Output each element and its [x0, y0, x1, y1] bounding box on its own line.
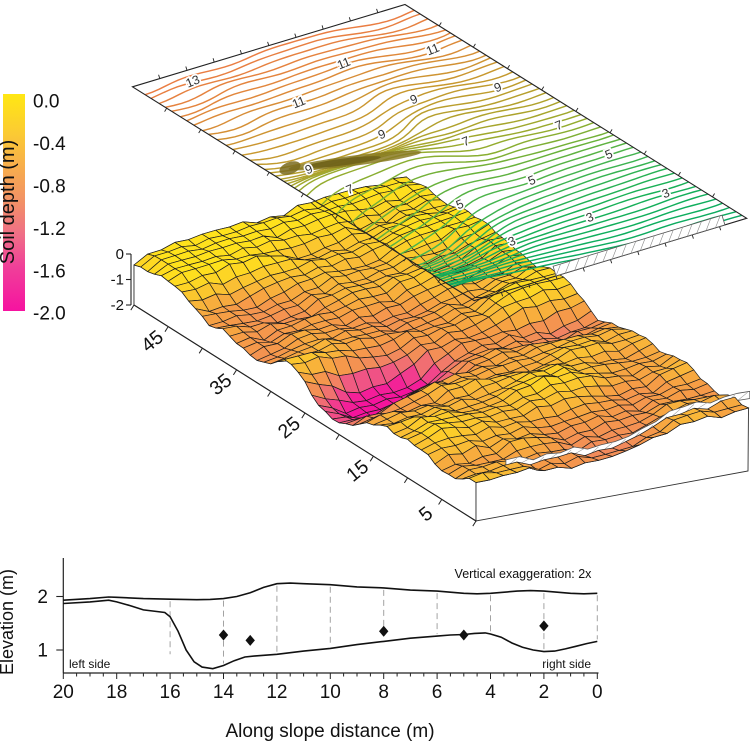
- svg-text:12: 12: [266, 682, 287, 703]
- svg-text:Along slope distance (m): Along slope distance (m): [225, 721, 434, 742]
- svg-text:-1.2: -1.2: [33, 219, 66, 240]
- svg-text:8: 8: [378, 682, 389, 703]
- svg-text:18: 18: [106, 682, 127, 703]
- svg-text:4: 4: [485, 682, 496, 703]
- svg-text:-0.4: -0.4: [33, 134, 66, 155]
- svg-text:0: 0: [592, 682, 603, 703]
- svg-text:-0.8: -0.8: [33, 177, 66, 198]
- svg-text:14: 14: [213, 682, 235, 703]
- svg-text:Vertical exaggeration: 2x: Vertical exaggeration: 2x: [455, 567, 593, 581]
- svg-text:Soil depth (m): Soil depth (m): [0, 140, 19, 265]
- svg-text:2: 2: [539, 682, 550, 703]
- svg-text:left side: left side: [69, 657, 111, 671]
- svg-text:Elevation (m): Elevation (m): [0, 569, 17, 675]
- svg-text:16: 16: [160, 682, 181, 703]
- svg-text:0: 0: [116, 246, 124, 263]
- svg-text:-2: -2: [111, 297, 124, 314]
- svg-text:2: 2: [37, 587, 48, 608]
- svg-text:-1.6: -1.6: [33, 262, 66, 283]
- svg-text:6: 6: [432, 682, 443, 703]
- svg-text:0.0: 0.0: [33, 92, 59, 113]
- svg-text:right side: right side: [542, 657, 591, 671]
- svg-text:20: 20: [53, 682, 74, 703]
- svg-text:10: 10: [320, 682, 341, 703]
- svg-text:1: 1: [37, 641, 48, 662]
- svg-text:-1: -1: [111, 272, 124, 289]
- svg-text:-2.0: -2.0: [33, 304, 66, 325]
